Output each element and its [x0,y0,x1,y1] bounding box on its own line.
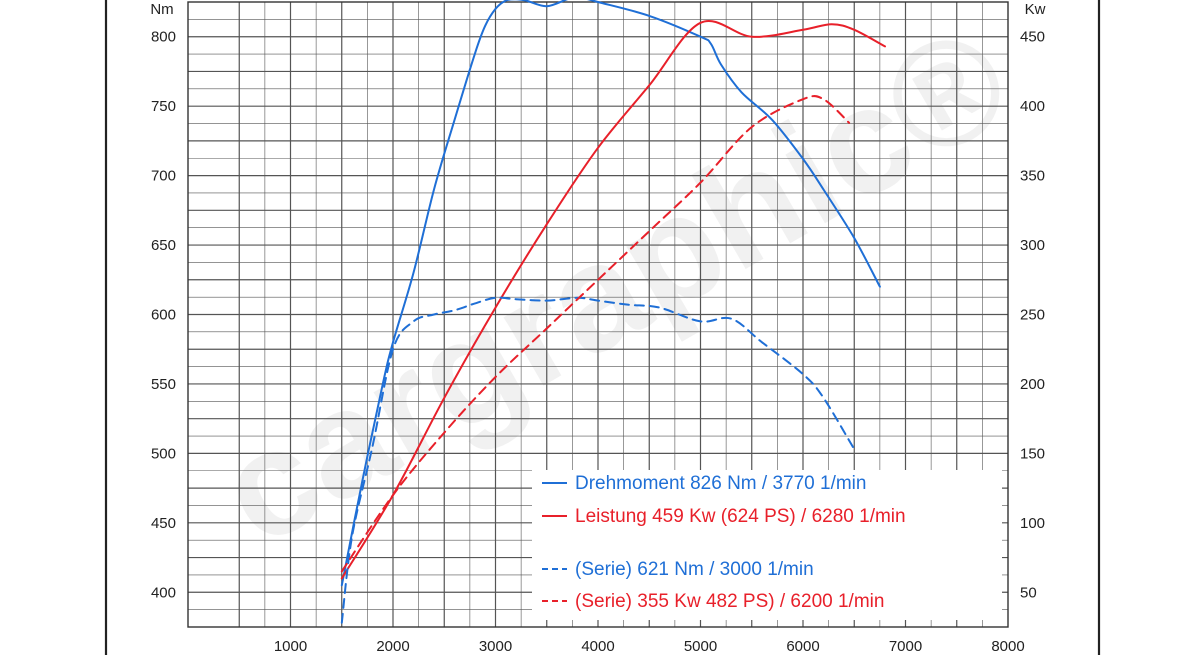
y-left-tick-label: 600 [151,307,176,324]
y-left-tick-label: 450 [151,515,176,532]
legend-label: Leistung 459 Kw (624 PS) / 6280 1/min [575,506,906,527]
x-tick-label: 4000 [581,638,614,655]
y-left-tick-label: 700 [151,168,176,185]
y-left-tick-label: 750 [151,98,176,115]
x-tick-label: 5000 [684,638,717,655]
legend-background [532,470,1002,620]
x-tick-label: 6000 [786,638,819,655]
y-left-tick-label: 500 [151,445,176,462]
legend-label: (Serie) 621 Nm / 3000 1/min [575,559,814,580]
y-right-tick-label: 150 [1020,445,1045,462]
legend: Drehmoment 826 Nm / 3770 1/min Leistung 4… [532,470,1002,620]
y-right-tick-label: 300 [1020,237,1045,254]
legend-label: (Serie) 355 Kw 482 PS) / 6200 1/min [575,591,884,612]
y-left-tick-label: 400 [151,584,176,601]
series-power-stock [340,95,851,573]
y-right-tick-label: 100 [1020,515,1045,532]
y-left-tick-label: 550 [151,376,176,393]
axes: Nm Kw 1000 2000 3000 4000 5000 6000 7000 8000 40… [150,1,1045,655]
series-power-tuned [340,20,886,580]
left-axis-unit: Nm [150,1,173,18]
x-tick-label: 7000 [889,638,922,655]
y-right-tick-label: 450 [1020,29,1045,46]
x-tick-label: 3000 [479,638,512,655]
y-left-tick-label: 650 [151,237,176,254]
right-axis-unit: Kw [1025,1,1046,18]
y-right-tick-label: 200 [1020,376,1045,393]
series [340,0,886,624]
series-torque-stock [340,296,856,624]
y-right-tick-label: 350 [1020,168,1045,185]
series-torque-tuned [340,0,881,587]
y-left-tick-label: 800 [151,29,176,46]
x-tick-label: 2000 [376,638,409,655]
legend-label: Drehmoment 826 Nm / 3770 1/min [575,473,866,494]
x-tick-label: 1000 [274,638,307,655]
y-right-tick-label: 250 [1020,307,1045,324]
x-tick-label: 8000 [991,638,1024,655]
y-right-tick-label: 50 [1020,584,1037,601]
y-right-tick-label: 400 [1020,98,1045,115]
